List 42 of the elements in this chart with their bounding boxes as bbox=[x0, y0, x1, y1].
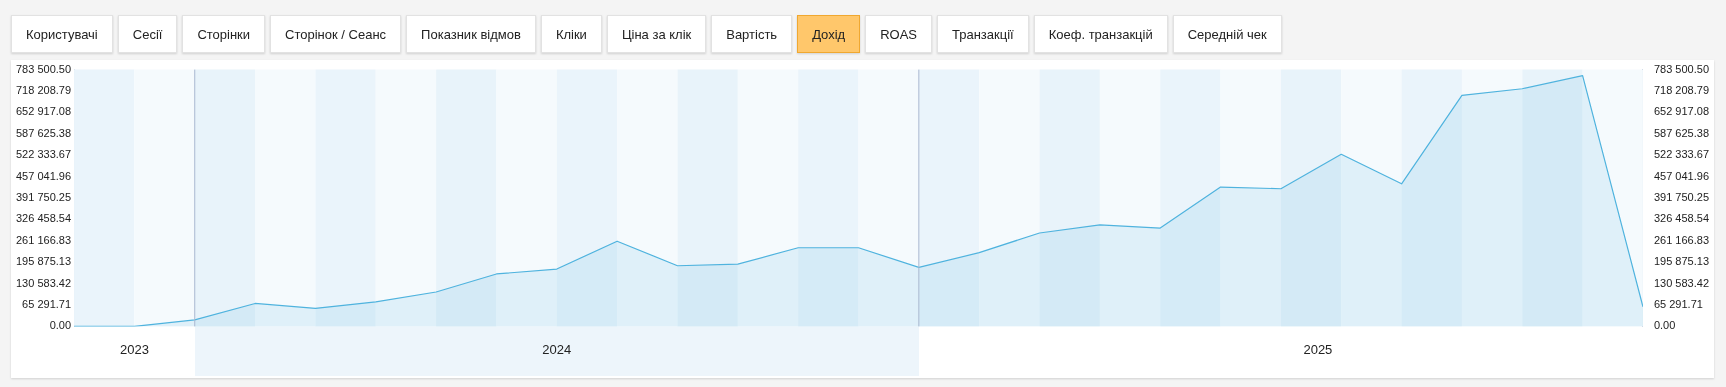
text: ROAS bbox=[865, 15, 932, 53]
text: Середній чек bbox=[1172, 15, 1282, 53]
y-tick-label: 0.00 bbox=[49, 319, 72, 332]
x-tick-label: 2024 bbox=[542, 341, 572, 357]
x-tick-label: 2023 bbox=[119, 341, 149, 357]
y2-tick-label: 0.00 bbox=[1653, 319, 1676, 332]
y-tick-label: 130 583.42 bbox=[15, 276, 72, 289]
y-tick-label: 783 500.50 bbox=[15, 62, 72, 75]
y2-tick-label: 326 458.54 bbox=[1653, 212, 1710, 225]
y2-tick-label: 261 166.83 bbox=[1653, 233, 1710, 246]
text: Сторінок / Сеанс bbox=[270, 15, 402, 53]
y2-tick-label: 391 750.25 bbox=[1653, 191, 1710, 204]
y-tick-label: 587 625.38 bbox=[15, 126, 72, 139]
y2-tick-label: 457 041.96 bbox=[1653, 169, 1710, 182]
text: Сторінки bbox=[182, 15, 266, 53]
y2-tick-label: 130 583.42 bbox=[1653, 276, 1710, 289]
text: Кліки bbox=[540, 15, 602, 53]
y2-tick-label: 718 208.79 bbox=[1653, 84, 1710, 97]
y2-tick-label: 652 917.08 bbox=[1653, 105, 1710, 118]
text: Сесії bbox=[117, 15, 178, 53]
text: Ціна за клік bbox=[606, 15, 707, 53]
y-tick-label: 326 458.54 bbox=[15, 212, 72, 225]
y-tick-label: 652 917.08 bbox=[15, 105, 72, 118]
text: Дохід bbox=[797, 15, 861, 53]
y2-tick-label: 65 291.71 bbox=[1653, 298, 1703, 311]
y-tick-label: 65 291.71 bbox=[22, 298, 72, 311]
y-tick-label: 457 041.96 bbox=[15, 169, 72, 182]
y-tick-label: 718 208.79 bbox=[15, 84, 72, 97]
y-tick-label: 391 750.25 bbox=[15, 191, 72, 204]
text: Користувачі bbox=[11, 15, 113, 53]
text: Транзакції bbox=[937, 15, 1029, 53]
y2-tick-label: 783 500.50 bbox=[1653, 62, 1710, 75]
y2-tick-label: 522 333.67 bbox=[1653, 148, 1710, 161]
text: Вартість bbox=[711, 15, 793, 53]
x-tick-label: 2025 bbox=[1303, 341, 1333, 357]
text: Показник відмов bbox=[406, 15, 536, 53]
y2-tick-label: 195 875.13 bbox=[1653, 255, 1710, 268]
y-tick-label: 522 333.67 bbox=[15, 148, 72, 161]
y-tick-label: 261 166.83 bbox=[15, 233, 72, 246]
text: Коеф. транзакцій bbox=[1033, 15, 1168, 53]
y-tick-label: 195 875.13 bbox=[15, 255, 72, 268]
y2-tick-label: 587 625.38 bbox=[1653, 126, 1710, 139]
